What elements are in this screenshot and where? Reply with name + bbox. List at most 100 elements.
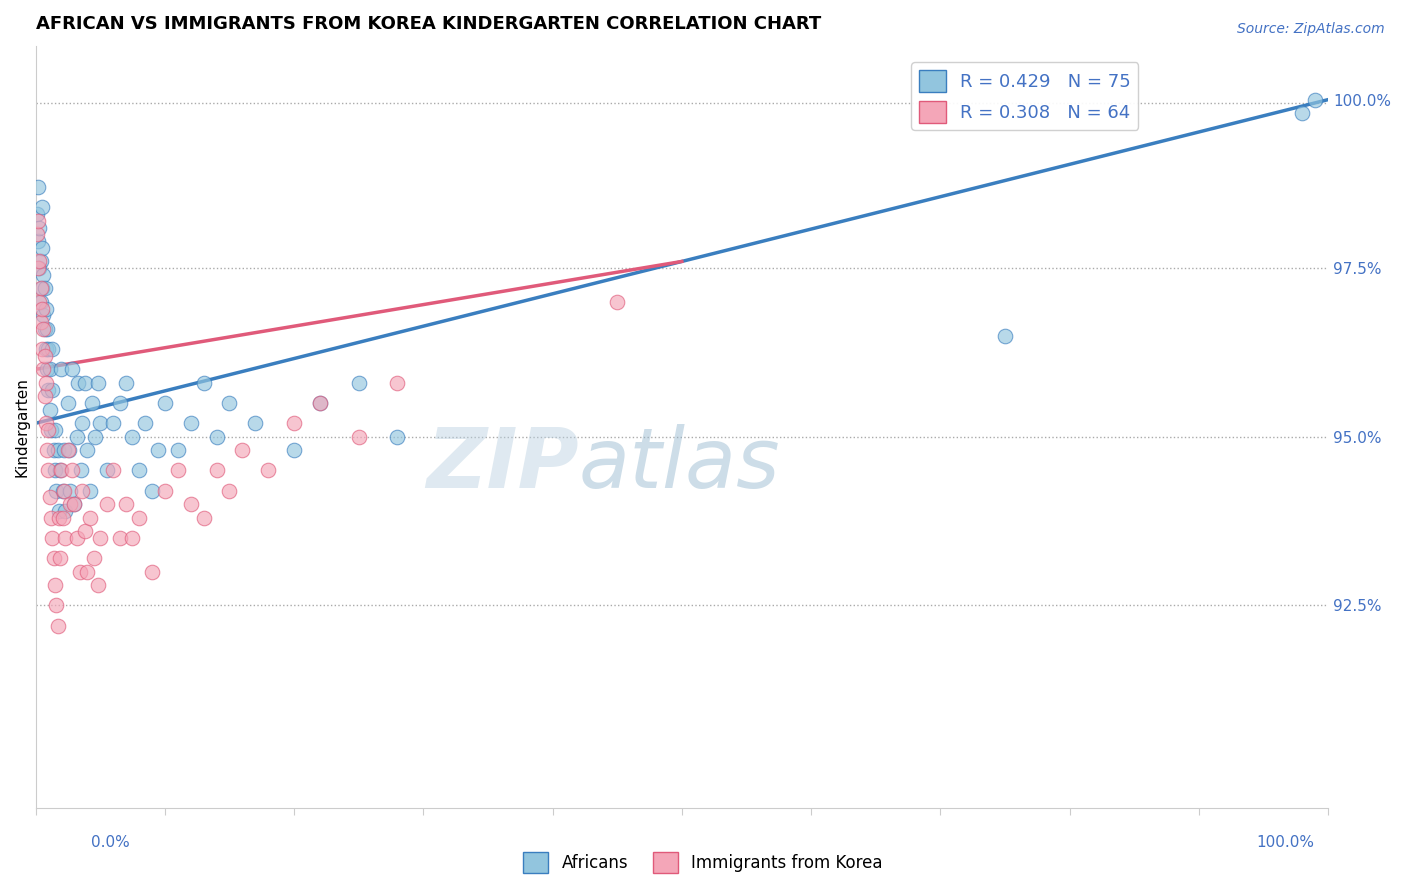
Point: [52, 510, 75, 524]
Point: [35, 301, 58, 316]
Point: [218, 396, 240, 410]
Point: [121, 531, 143, 545]
Point: [34, 281, 56, 295]
Point: [153, 396, 176, 410]
Point: [31, 342, 53, 356]
Point: [347, 376, 370, 390]
Point: [76, 443, 98, 458]
Point: [66, 531, 89, 545]
Point: [205, 430, 228, 444]
Point: [28, 294, 51, 309]
Point: [37, 443, 59, 458]
Point: [41, 531, 63, 545]
Point: [101, 463, 124, 477]
Point: [28, 261, 51, 276]
Point: [41, 383, 63, 397]
Point: [46, 443, 69, 458]
Point: [79, 510, 101, 524]
Point: [245, 417, 267, 431]
Point: [25, 207, 48, 221]
Point: [38, 362, 60, 376]
Point: [31, 241, 53, 255]
Legend: Africans, Immigrants from Korea: Africans, Immigrants from Korea: [516, 846, 890, 880]
Point: [63, 497, 86, 511]
Point: [115, 497, 138, 511]
Point: [141, 483, 163, 498]
Text: AFRICAN VS IMMIGRANTS FROM KOREA KINDERGARTEN CORRELATION CHART: AFRICAN VS IMMIGRANTS FROM KOREA KINDERG…: [35, 15, 821, 33]
Point: [49, 551, 72, 566]
Point: [53, 531, 76, 545]
Point: [309, 396, 332, 410]
Point: [89, 531, 111, 545]
Point: [32, 268, 55, 282]
Point: [30, 281, 52, 295]
Point: [45, 599, 67, 613]
Point: [193, 376, 215, 390]
Point: [28, 220, 51, 235]
Point: [30, 294, 52, 309]
Point: [60, 463, 83, 477]
Text: ZIP: ZIP: [426, 425, 578, 505]
Point: [73, 376, 96, 390]
Text: 100.0%: 100.0%: [1257, 836, 1315, 850]
Point: [44, 463, 66, 477]
Point: [96, 497, 118, 511]
Point: [56, 443, 79, 458]
Point: [347, 430, 370, 444]
Point: [153, 483, 176, 498]
Point: [69, 565, 91, 579]
Point: [108, 531, 131, 545]
Point: [231, 443, 253, 458]
Point: [48, 504, 70, 518]
Point: [39, 423, 62, 437]
Point: [27, 261, 49, 276]
Point: [89, 417, 111, 431]
Legend: R = 0.429   N = 75, R = 0.308   N = 64: R = 0.429 N = 75, R = 0.308 N = 64: [911, 62, 1137, 130]
Point: [63, 497, 86, 511]
Point: [38, 491, 60, 505]
Point: [115, 376, 138, 390]
Point: [51, 362, 73, 376]
Point: [59, 483, 82, 498]
Point: [141, 565, 163, 579]
Point: [44, 423, 66, 437]
Point: [37, 322, 59, 336]
Point: [30, 254, 52, 268]
Point: [86, 376, 108, 390]
Point: [38, 402, 60, 417]
Point: [205, 463, 228, 477]
Y-axis label: Kindergarten: Kindergarten: [15, 376, 30, 476]
Text: Source: ZipAtlas.com: Source: ZipAtlas.com: [1237, 22, 1385, 37]
Point: [49, 463, 72, 477]
Point: [46, 618, 69, 632]
Point: [218, 483, 240, 498]
Point: [86, 578, 108, 592]
Point: [25, 227, 48, 242]
Point: [67, 376, 90, 390]
Point: [28, 254, 51, 268]
Point: [53, 443, 76, 458]
Point: [387, 376, 409, 390]
Point: [32, 362, 55, 376]
Point: [60, 362, 83, 376]
Point: [53, 483, 76, 498]
Point: [994, 328, 1017, 343]
Point: [121, 430, 143, 444]
Point: [45, 483, 67, 498]
Point: [42, 443, 65, 458]
Point: [128, 510, 150, 524]
Text: atlas: atlas: [578, 425, 780, 505]
Point: [37, 342, 59, 356]
Point: [73, 524, 96, 538]
Point: [56, 396, 79, 410]
Point: [32, 322, 55, 336]
Point: [84, 430, 107, 444]
Point: [48, 510, 70, 524]
Point: [180, 497, 202, 511]
Point: [34, 389, 56, 403]
Point: [31, 301, 53, 316]
Point: [166, 443, 188, 458]
Point: [108, 396, 131, 410]
Point: [96, 463, 118, 477]
Point: [76, 565, 98, 579]
